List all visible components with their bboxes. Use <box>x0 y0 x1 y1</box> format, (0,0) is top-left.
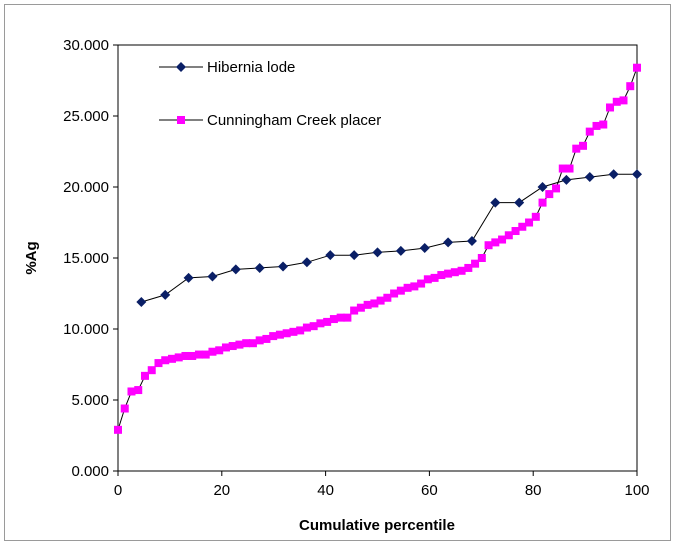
data-point-square <box>552 184 560 192</box>
data-point-square <box>343 314 351 322</box>
x-tick-label: 60 <box>421 482 438 499</box>
data-point-square <box>626 82 634 90</box>
data-point-square <box>134 386 142 394</box>
data-point-square <box>633 64 641 72</box>
y-tick-label: 10.000 <box>63 321 109 338</box>
y-tick-label: 5.000 <box>71 392 109 409</box>
data-point-square <box>114 426 122 434</box>
data-point-square <box>121 405 129 413</box>
x-tick-label: 40 <box>317 482 334 499</box>
data-point-square <box>579 142 587 150</box>
legend-label-hibernia: Hibernia lode <box>207 59 295 76</box>
plot-area <box>118 45 637 471</box>
legend-label-cunningham: Cunningham Creek placer <box>207 112 381 129</box>
y-tick-label: 30.000 <box>63 37 109 54</box>
y-tick-label: 0.000 <box>71 463 109 480</box>
data-point-square <box>566 165 574 173</box>
data-point-square <box>532 213 540 221</box>
data-point-square <box>539 199 547 207</box>
legend-marker-cunningham <box>177 116 185 124</box>
y-tick-label: 25.000 <box>63 108 109 125</box>
data-point-square <box>148 366 156 374</box>
chart-svg: 0.000 5.000 10.000 15.000 20.000 25.000 30.000… <box>5 5 672 542</box>
x-tick-label: 20 <box>213 482 230 499</box>
x-tick-label: 80 <box>525 482 542 499</box>
data-point-square <box>620 96 628 104</box>
chart-frame: 0.000 5.000 10.000 15.000 20.000 25.000 30.000… <box>4 4 671 541</box>
y-tick-label: 15.000 <box>63 250 109 267</box>
y-axis-title: %Ag <box>23 241 40 274</box>
data-point-square <box>599 121 607 129</box>
data-point-square <box>478 254 486 262</box>
y-axis-ticks: 0.000 5.000 10.000 15.000 20.000 25.000 30.000 <box>63 37 118 480</box>
x-axis-title: Cumulative percentile <box>299 517 455 534</box>
x-tick-label: 0 <box>114 482 122 499</box>
y-tick-label: 20.000 <box>63 179 109 196</box>
x-tick-label: 100 <box>624 482 649 499</box>
x-axis-ticks: 0 20 40 60 80 100 <box>114 471 650 499</box>
